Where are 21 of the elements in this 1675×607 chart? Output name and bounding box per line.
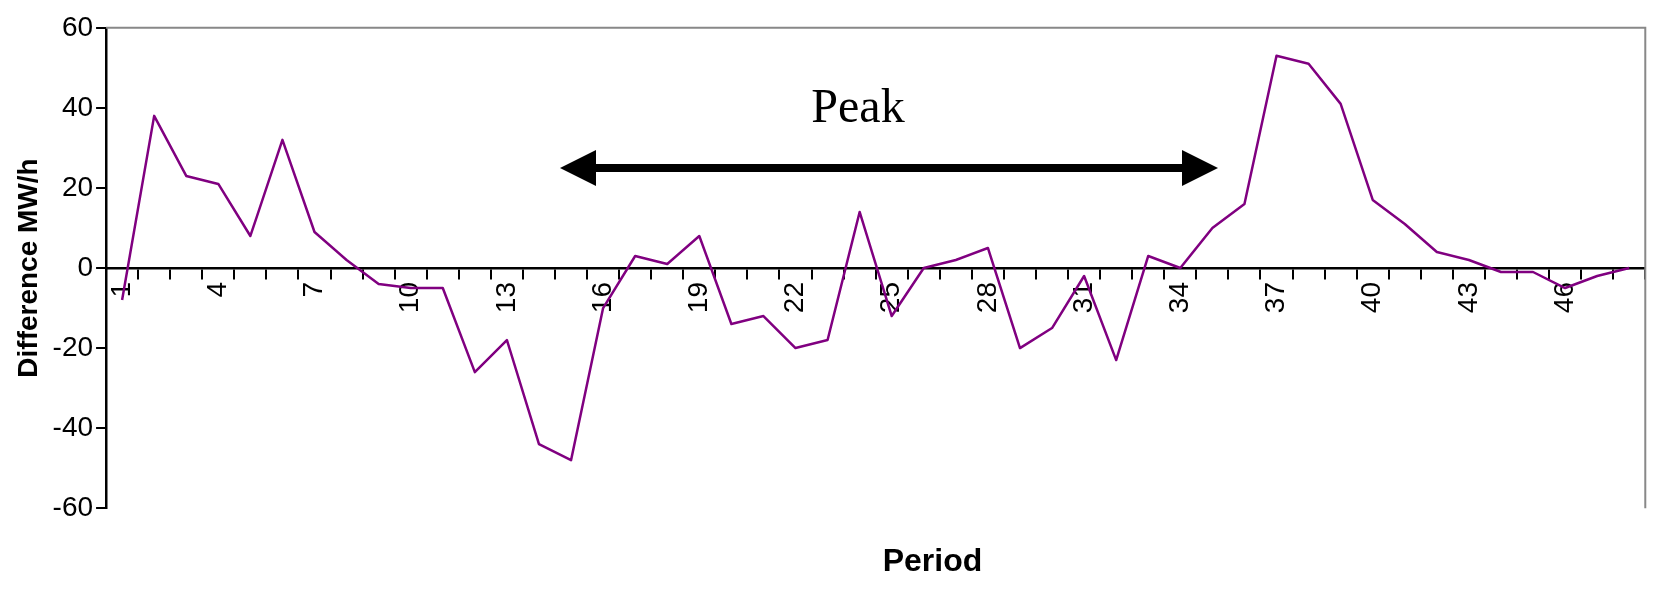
x-tick-label: 16 <box>585 282 617 314</box>
x-tick-label: 22 <box>778 282 810 314</box>
x-tick-label: 43 <box>1451 282 1483 314</box>
y-tick-label: 40 <box>61 90 94 122</box>
y-tick-label: 0 <box>77 250 94 282</box>
x-tick-label: 40 <box>1355 282 1387 314</box>
x-tick-label: 34 <box>1163 282 1195 314</box>
y-tick-label: -20 <box>52 330 94 362</box>
y-tick-label: 20 <box>61 170 94 202</box>
annotation: Peak <box>810 78 906 133</box>
x-tick-label: 7 <box>297 282 329 298</box>
x-tick-label: 19 <box>682 282 714 314</box>
y-tick-label: -60 <box>52 490 94 522</box>
x-tick-label: 28 <box>970 282 1002 314</box>
x-tick-label: 4 <box>201 282 233 298</box>
x-tick-label: 13 <box>489 282 521 314</box>
x-tick-label: 37 <box>1259 282 1291 314</box>
y-axis-title: Difference MW/h <box>11 158 43 378</box>
y-tick-label: -40 <box>52 410 94 442</box>
x-axis-title: Period <box>881 542 984 579</box>
y-tick-label: 60 <box>61 10 94 42</box>
